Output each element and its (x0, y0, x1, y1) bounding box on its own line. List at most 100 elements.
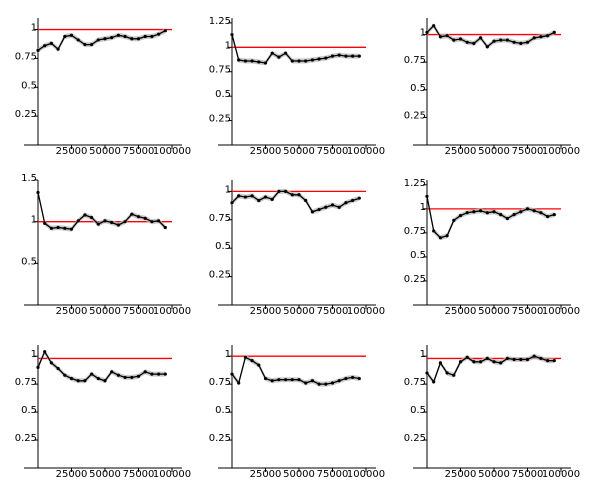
data-point (505, 38, 509, 42)
x-tick-label: 25000 (445, 469, 477, 480)
x-tick-label: 25000 (56, 306, 88, 317)
data-point (150, 34, 154, 39)
x-tick-label: 100000 (347, 469, 385, 480)
data-point (438, 361, 442, 365)
data-point (546, 359, 550, 363)
data-point (479, 209, 483, 213)
y-tick-label: 1 (420, 28, 426, 39)
data-point (330, 203, 335, 207)
data-point (532, 354, 536, 358)
y-tick-label: 1.25 (404, 178, 426, 189)
data-point (499, 361, 503, 365)
data-point (56, 47, 60, 51)
x-tick-label: 50000 (478, 469, 510, 480)
data-point (317, 207, 321, 212)
x-tick-label: 100000 (347, 306, 385, 317)
y-tick-label: 1 (225, 349, 231, 360)
x-tick-label: 25000 (250, 306, 282, 317)
x-tick-label: 50000 (283, 306, 315, 317)
data-point (452, 218, 456, 222)
data-point (324, 56, 328, 60)
data-point (317, 57, 321, 61)
data-point (103, 37, 107, 41)
data-point (56, 225, 60, 230)
data-point (290, 378, 294, 382)
data-point (83, 213, 87, 217)
data-point (136, 374, 141, 378)
data-point (351, 375, 355, 380)
y-tick-label: 0.5 (21, 405, 37, 416)
data-point (425, 30, 429, 34)
data-point (83, 379, 87, 383)
data-point (163, 29, 167, 33)
data-point (230, 201, 234, 205)
data-point (263, 376, 268, 381)
y-tick-label: 0.25 (404, 433, 426, 444)
data-point (458, 213, 463, 218)
data-point (63, 373, 67, 377)
data-point (438, 35, 442, 39)
x-tick-label: 25000 (56, 146, 88, 157)
y-tick-label: 1.25 (209, 16, 231, 27)
y-tick-label: 0.25 (209, 270, 231, 281)
data-point (465, 211, 469, 215)
y-tick-label: 1.5 (21, 173, 37, 184)
data-point (157, 219, 161, 223)
x-tick-label: 50000 (89, 146, 121, 157)
data-point (519, 41, 523, 46)
x-tick-label: 100000 (153, 146, 191, 157)
y-tick-label: 1 (31, 215, 37, 226)
data-point (485, 356, 489, 361)
y-tick-label: 0.75 (404, 226, 426, 237)
y-tick-label: 0.25 (15, 433, 37, 444)
data-point (43, 44, 47, 48)
data-point (90, 42, 94, 47)
data-point (425, 194, 429, 198)
x-tick-label: 25000 (445, 146, 477, 157)
y-tick-label: 0.5 (215, 405, 231, 416)
data-point (123, 375, 127, 380)
x-tick-label: 100000 (347, 146, 385, 157)
data-point (110, 220, 114, 225)
data-point (432, 380, 436, 384)
data-point (277, 378, 281, 382)
data-point (290, 193, 294, 197)
data-point (432, 24, 436, 28)
y-tick-label: 0.5 (410, 405, 426, 416)
y-tick-label: 0.25 (404, 110, 426, 121)
data-point (425, 371, 429, 375)
data-point (143, 34, 147, 39)
data-point (96, 222, 100, 226)
y-tick-label: 1 (31, 23, 37, 34)
data-point (304, 198, 308, 203)
series-confidence-band (38, 190, 166, 232)
data-point (263, 195, 268, 199)
data-point (116, 33, 120, 37)
x-tick-label: 25000 (250, 146, 282, 157)
data-point (445, 371, 449, 375)
data-point (116, 223, 120, 227)
data-point (130, 212, 134, 216)
data-point (76, 219, 80, 223)
data-point (49, 361, 54, 365)
data-point (552, 359, 556, 363)
y-tick-label: 1 (225, 184, 231, 195)
y-tick-label: 1 (420, 349, 426, 360)
data-point (257, 363, 261, 367)
data-point (163, 372, 167, 376)
data-point (492, 210, 496, 214)
data-point (546, 214, 550, 219)
data-point (43, 350, 47, 354)
data-point (230, 33, 234, 37)
data-point (445, 234, 449, 238)
data-point (36, 190, 40, 195)
data-point (357, 54, 361, 58)
data-point (512, 357, 516, 362)
data-point (270, 197, 274, 201)
data-point (150, 372, 154, 376)
x-tick-label: 25000 (250, 469, 282, 480)
data-point (250, 359, 254, 363)
data-point (243, 355, 247, 359)
